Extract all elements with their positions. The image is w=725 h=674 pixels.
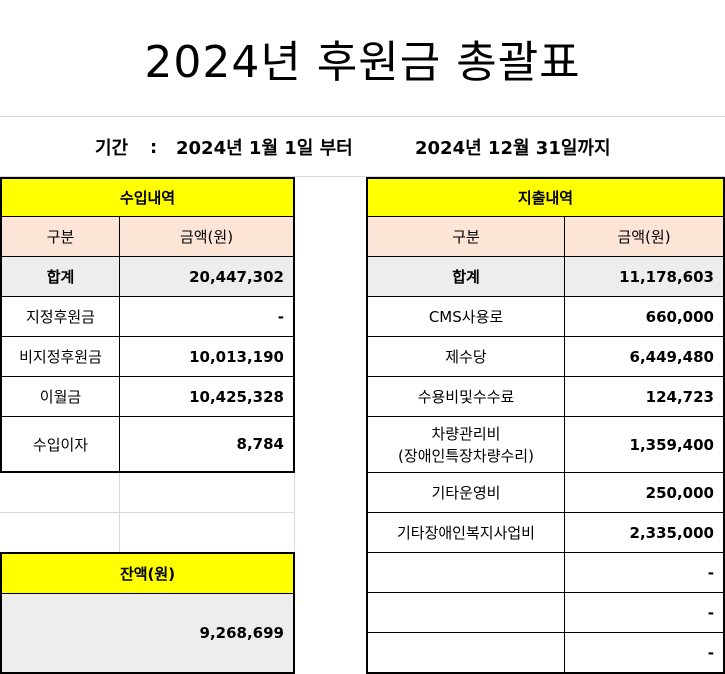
expense-row-amount: 6,449,480 [565,337,725,377]
expense-row-label: 수용비및수수료 [366,377,565,417]
expense-row-amount: - [565,633,725,674]
income-row-amount: 8,784 [120,417,295,473]
expense-row-label-line2: (장애인특장차량수리) [398,446,534,465]
income-col-amount: 금액(원) [120,217,295,257]
expense-row-amount: 124,723 [565,377,725,417]
income-header: 수입내역 [0,177,295,217]
income-row-amount: 10,425,328 [120,377,295,417]
period-colon: : [150,136,158,158]
income-row-label: 이월금 [0,377,120,417]
expense-row-label [366,633,565,674]
expense-row-amount: 2,335,000 [565,513,725,553]
income-row-amount: - [120,297,295,337]
expense-row-amount: - [565,553,725,593]
expense-col-category: 구분 [366,217,565,257]
income-row-label: 비지정후원금 [0,337,120,377]
period-row: 기간 : 2024년 1월 1일 부터 2024년 12월 31일까지 [0,118,725,176]
period-start: 2024년 1월 1일 부터 [176,138,353,159]
expense-col-amount: 금액(원) [565,217,725,257]
income-row-label: 지정후원금 [0,297,120,337]
income-total-amount: 20,447,302 [120,257,295,297]
expense-row-label [366,553,565,593]
page-title: 2024년 후원금 총괄표 [0,0,725,116]
expense-row-amount: 660,000 [565,297,725,337]
income-col-category: 구분 [0,217,120,257]
expense-row-label-line1: 차량관리비 [431,424,501,443]
expense-row-label: 기타운영비 [366,473,565,513]
expense-total-label: 합계 [366,257,565,297]
period-label: 기간 [95,138,129,159]
expense-row-label: 기타장애인복지사업비 [366,513,565,553]
expense-total-amount: 11,178,603 [565,257,725,297]
balance-amount: 9,268,699 [0,594,295,674]
expense-row-label: 차량관리비 (장애인특장차량수리) [366,417,565,473]
expense-header: 지출내역 [366,177,725,217]
expense-row-amount: - [565,593,725,633]
income-row-label: 수입이자 [0,417,120,473]
period-end: 2024년 12월 31일까지 [415,138,611,159]
expense-row-amount: 1,359,400 [565,417,725,473]
expense-row-amount: 250,000 [565,473,725,513]
expense-row-label: 제수당 [366,337,565,377]
income-row-amount: 10,013,190 [120,337,295,377]
balance-header: 잔액(원) [0,552,295,594]
income-total-label: 합계 [0,257,120,297]
expense-row-label [366,593,565,633]
expense-row-label: CMS사용로 [366,297,565,337]
